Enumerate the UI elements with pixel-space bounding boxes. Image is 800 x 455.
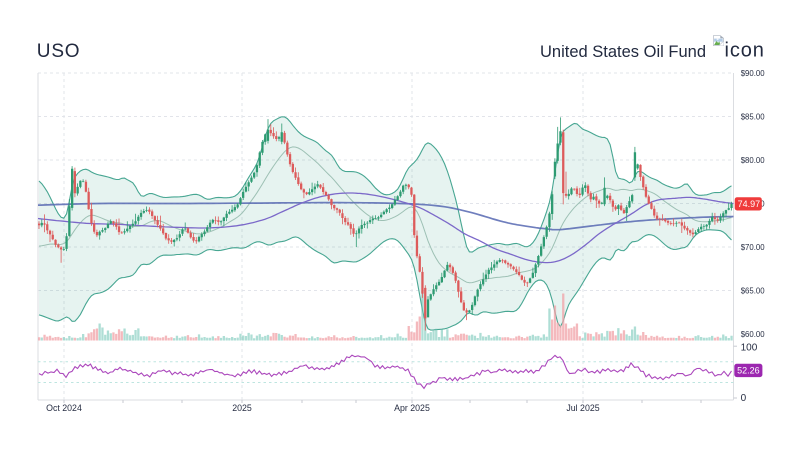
svg-text:2025: 2025 [232, 403, 252, 413]
svg-text:$70.00: $70.00 [741, 243, 766, 252]
svg-text:Jul 2025: Jul 2025 [566, 403, 599, 413]
svg-text:Oct 2024: Oct 2024 [46, 403, 82, 413]
svg-text:52.26: 52.26 [737, 366, 760, 376]
svg-text:$80.00: $80.00 [741, 156, 766, 165]
svg-text:Apr 2025: Apr 2025 [394, 403, 430, 413]
svg-text:$65.00: $65.00 [741, 286, 766, 295]
svg-text:USO: USO [37, 41, 81, 62]
svg-text:100: 100 [741, 342, 758, 353]
svg-text:74.97: 74.97 [738, 199, 761, 209]
svg-text:$85.00: $85.00 [741, 112, 766, 121]
svg-text:$60.00: $60.00 [741, 330, 766, 339]
svg-text:0: 0 [741, 393, 747, 404]
svg-text:United States Oil Fund: United States Oil Fund [540, 43, 706, 61]
svg-text:icon: icon [725, 40, 765, 62]
svg-text:$90.00: $90.00 [741, 69, 766, 78]
